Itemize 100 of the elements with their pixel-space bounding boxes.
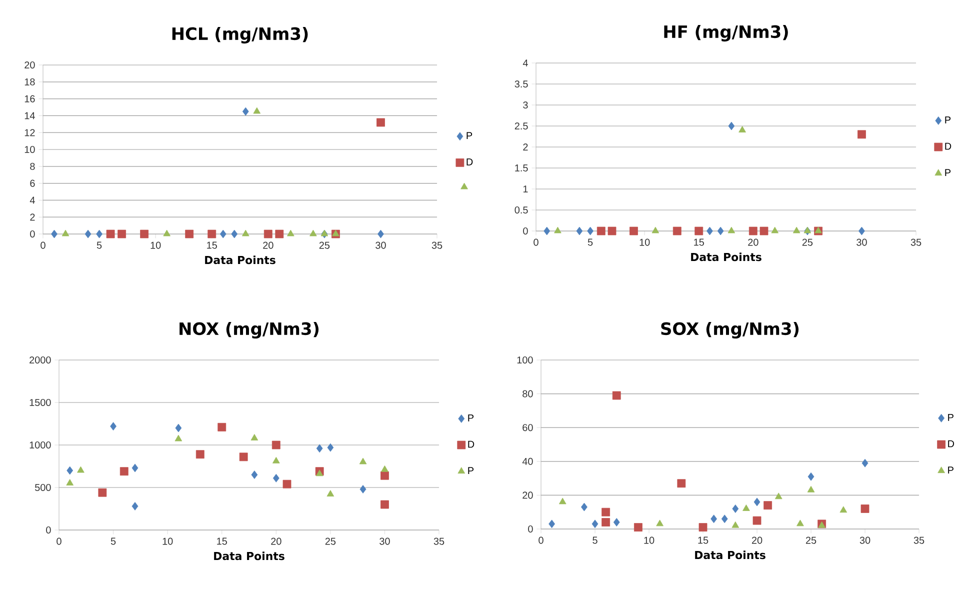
point [554, 226, 562, 234]
x-tick-label: 30 [856, 238, 867, 246]
point [378, 230, 384, 238]
x-tick-label: 30 [380, 538, 390, 545]
point [242, 107, 249, 116]
point [118, 230, 126, 238]
point [710, 514, 718, 524]
point [66, 466, 74, 475]
chart-title: SOX (mg/Nm3) [661, 322, 799, 338]
x-tick-label: 5 [588, 238, 593, 246]
point [327, 443, 334, 452]
y-tick-label: 12 [24, 129, 35, 136]
y-tick-label: 2000 [30, 356, 51, 364]
y-tick-label: 2 [523, 144, 528, 150]
point [581, 502, 588, 512]
point [316, 444, 323, 453]
x-tick-label: 35 [434, 538, 444, 545]
legend-label: P [948, 466, 954, 474]
point [272, 456, 280, 464]
x-tick-label: 5 [592, 536, 598, 544]
y-tick-label: 4 [30, 196, 35, 204]
point [275, 230, 284, 238]
point [196, 450, 204, 459]
x-tick-label: 25 [325, 538, 336, 545]
y-tick-label: 0 [528, 525, 533, 533]
x-tick-label: 25 [319, 242, 330, 249]
point [634, 523, 642, 532]
point [630, 226, 638, 236]
point [808, 472, 814, 481]
point [253, 107, 261, 114]
point [62, 230, 70, 236]
y-tick-label: 500 [35, 484, 51, 492]
point [239, 452, 248, 462]
point [163, 230, 170, 236]
x-axis-title: Data Points [691, 252, 762, 262]
point [110, 422, 116, 430]
point [748, 226, 758, 236]
x-tick-label: 10 [644, 536, 654, 544]
point [576, 226, 583, 236]
x-tick-label: 20 [748, 238, 758, 246]
point [84, 230, 92, 238]
point [96, 230, 102, 238]
point [376, 118, 385, 127]
point [858, 130, 866, 139]
x-axis-title: Data Points [695, 550, 766, 560]
point [752, 516, 762, 525]
x-tick-label: 35 [914, 536, 924, 544]
y-tick-label: 2.5 [514, 122, 528, 130]
x-tick-label: 10 [162, 538, 173, 545]
point [132, 502, 138, 510]
point [728, 226, 736, 234]
point [220, 230, 226, 238]
point [132, 464, 138, 472]
point [717, 226, 724, 236]
y-tick-label: 3.5 [514, 80, 528, 88]
point [732, 521, 740, 528]
legend-label: P [945, 116, 951, 124]
chart-title: NOX (mg/Nm3) [180, 322, 319, 338]
y-tick-label: 14 [24, 112, 35, 120]
x-tick-label: 0 [56, 538, 62, 545]
x-tick-label: 5 [110, 538, 116, 545]
point [140, 230, 149, 238]
y-tick-label: 60 [522, 424, 533, 432]
y-tick-label: 20 [24, 61, 35, 69]
legend-label: P [466, 132, 472, 140]
point [120, 467, 128, 476]
point [77, 466, 84, 473]
y-tick-label: 1500 [30, 398, 51, 406]
point [672, 226, 682, 236]
y-tick-label: 4 [522, 60, 528, 66]
x-tick-label: 15 [207, 242, 217, 249]
x-tick-label: 25 [806, 536, 816, 544]
point [380, 500, 389, 509]
point [656, 520, 664, 526]
legend-label: P [468, 467, 474, 474]
y-tick-label: 40 [522, 458, 533, 465]
point [360, 485, 366, 494]
y-tick-label: 2 [30, 214, 35, 221]
point [558, 498, 566, 504]
point [51, 230, 58, 238]
point [544, 226, 550, 236]
point [66, 479, 74, 486]
legend-label: D [466, 158, 473, 166]
point [231, 230, 238, 238]
x-tick-label: 10 [150, 242, 161, 249]
x-tick-label: 15 [698, 536, 708, 544]
point [612, 391, 621, 400]
y-tick-label: 0.5 [514, 206, 528, 214]
point [698, 523, 708, 532]
point [760, 226, 768, 236]
point [380, 471, 389, 480]
x-tick-label: 15 [217, 538, 227, 545]
y-tick-label: 80 [522, 390, 533, 398]
point [282, 480, 292, 488]
x-tick-label: 0 [538, 536, 544, 544]
point [218, 422, 226, 432]
legend-label: D [468, 440, 474, 448]
point [764, 501, 772, 510]
x-tick-label: 25 [802, 238, 813, 246]
point [106, 230, 115, 238]
